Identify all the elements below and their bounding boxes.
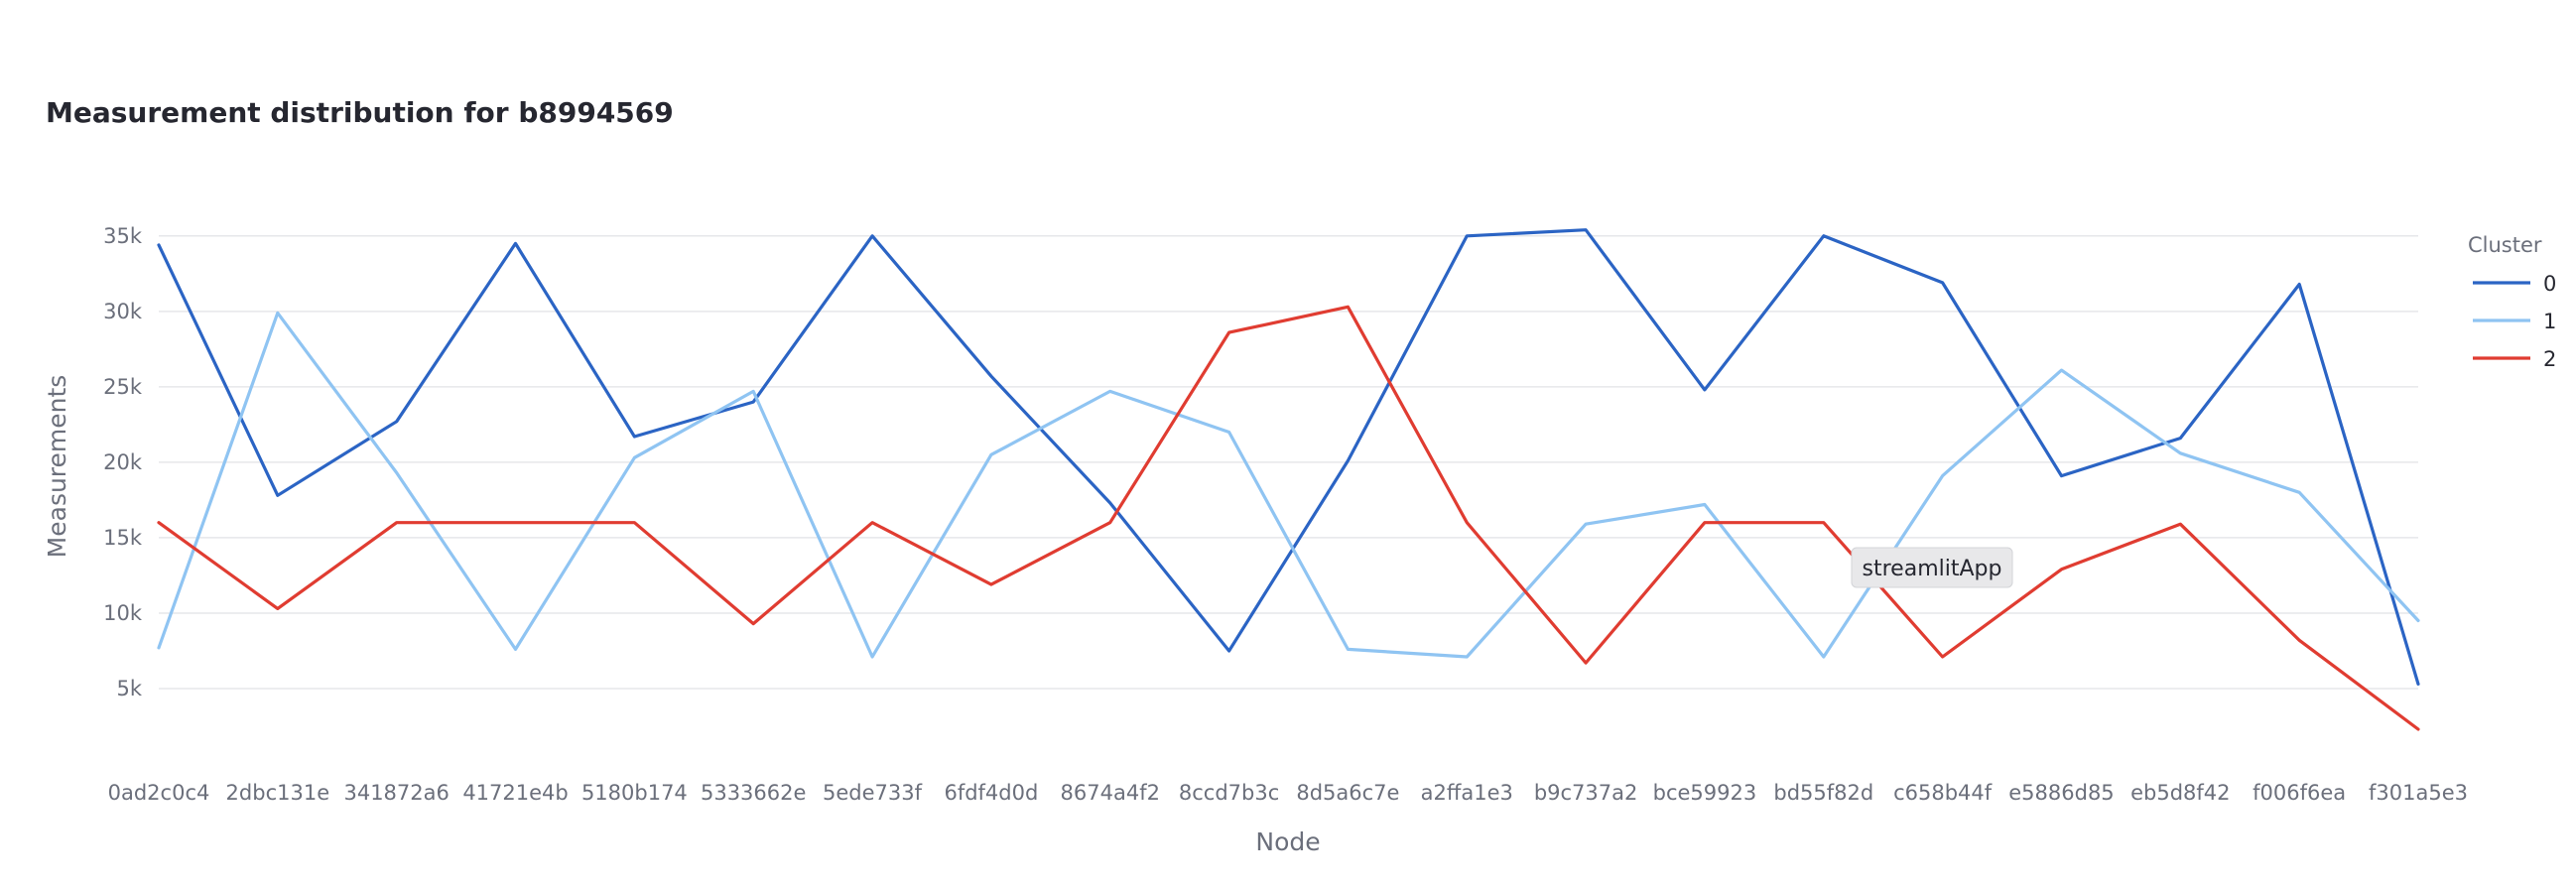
y-tick-label: 30k xyxy=(103,300,143,323)
x-tick-label: f006f6ea xyxy=(2253,781,2346,805)
y-axis-ticks: 5k 10k 15k 20k 25k 30k 35k xyxy=(103,224,143,700)
x-tick-label: c658b44f xyxy=(1893,781,1993,805)
series-lines xyxy=(157,228,2420,731)
x-tick-label: 5333662e xyxy=(701,781,806,805)
y-tick-label: 5k xyxy=(116,677,142,700)
legend-label-0: 0 xyxy=(2543,272,2556,296)
x-tick-label: e5886d85 xyxy=(2008,781,2114,805)
legend-label-1: 1 xyxy=(2543,310,2556,333)
legend: Cluster 0 1 2 xyxy=(2468,233,2556,371)
x-tick-label: 8d5a6c7e xyxy=(1296,781,1399,805)
y-axis-title: Measurements xyxy=(43,375,71,559)
y-tick-label: 20k xyxy=(103,450,143,474)
x-axis-ticks: 0ad2c0c4 2dbc131e 341872a6 41721e4b 5180b174… xyxy=(108,781,2468,805)
legend-items: 0 1 2 xyxy=(2473,272,2556,371)
y-tick-label: 10k xyxy=(103,601,143,625)
series-line-1 xyxy=(157,311,2420,659)
legend-label-2: 2 xyxy=(2543,347,2556,371)
x-tick-label: eb5d8f42 xyxy=(2130,781,2230,805)
x-tick-label: b9c737a2 xyxy=(1534,781,1638,805)
x-tick-label: f301a5e3 xyxy=(2369,781,2468,805)
x-axis-title: Node xyxy=(1255,827,1320,856)
tooltip: streamlitApp xyxy=(1851,547,2013,588)
tooltip-box xyxy=(1851,547,2013,588)
legend-title: Cluster xyxy=(2468,233,2542,257)
y-tick-label: 15k xyxy=(103,526,143,550)
x-tick-label: 8674a4f2 xyxy=(1061,781,1160,805)
x-tick-label: 2dbc131e xyxy=(226,781,330,805)
x-tick-label: 5ede733f xyxy=(823,781,923,805)
series-line-0 xyxy=(157,228,2420,687)
series-line-2 xyxy=(157,305,2420,731)
x-tick-label: bd55f82d xyxy=(1773,781,1873,805)
tooltip-text: streamlitApp xyxy=(1863,557,2002,581)
x-tick-label: 0ad2c0c4 xyxy=(108,781,210,805)
x-tick-label: 5180b174 xyxy=(581,781,688,805)
x-tick-label: a2ffa1e3 xyxy=(1421,781,1513,805)
y-tick-label: 35k xyxy=(103,224,143,248)
chart-title: Measurement distribution for b8994569 xyxy=(46,96,674,129)
x-tick-label: bce59923 xyxy=(1653,781,1757,805)
y-tick-label: 25k xyxy=(103,375,143,399)
x-tick-label: 6fdf4d0d xyxy=(944,781,1038,805)
x-tick-label: 8ccd7b3c xyxy=(1179,781,1279,805)
x-tick-label: 41721e4b xyxy=(462,781,568,805)
x-tick-label: 341872a6 xyxy=(343,781,449,805)
